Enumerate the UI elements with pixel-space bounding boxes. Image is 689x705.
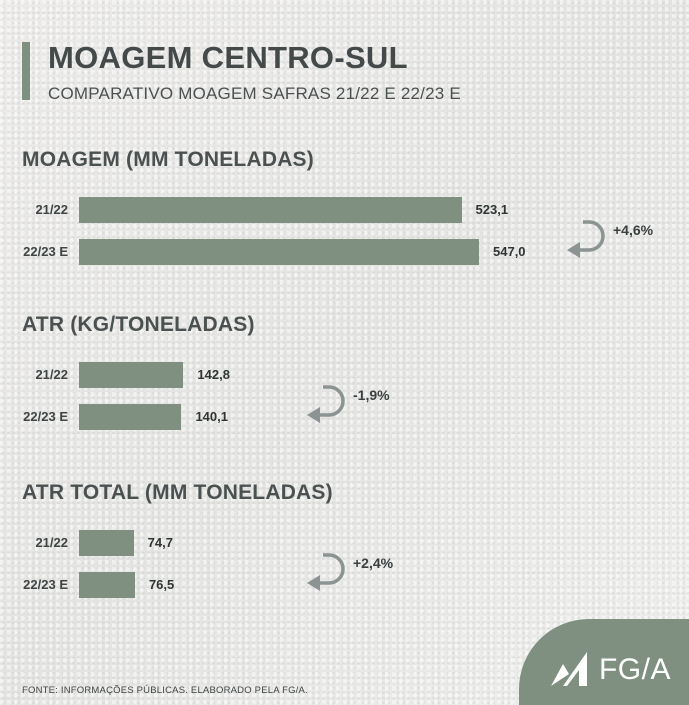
change-label: -1,9% — [353, 387, 390, 403]
change-arrow-icon — [567, 220, 605, 258]
bar-2-1 — [79, 362, 184, 388]
fga-logo-icon — [551, 652, 587, 686]
chart-title-1: MOAGEM (MM TONELADAS) — [22, 148, 314, 171]
category-label: 21/22 — [35, 367, 68, 382]
logo-text: FG/A — [598, 653, 671, 686]
bar-2-2 — [79, 404, 182, 430]
value-label: 547,0 — [493, 244, 526, 259]
category-label: 22/23 E — [23, 577, 68, 592]
page-title: MOAGEM CENTRO-SUL — [48, 40, 408, 75]
bar-3-1 — [79, 530, 134, 556]
category-label: 21/22 — [35, 202, 68, 217]
category-label: 22/23 E — [23, 409, 68, 424]
logo-panel — [519, 619, 689, 705]
change-arrow-icon — [307, 553, 345, 591]
change-label: +4,6% — [613, 222, 654, 238]
value-label: 523,1 — [475, 202, 509, 217]
value-label: 142,8 — [197, 367, 230, 382]
category-label: 21/22 — [35, 535, 68, 550]
bar-1-2 — [79, 239, 479, 265]
value-label: 76,5 — [148, 577, 175, 592]
title-accent-bar — [22, 42, 30, 100]
chart-title-2: ATR (KG/TONELADAS) — [22, 313, 255, 336]
value-label: 140,1 — [195, 409, 228, 424]
category-label: 22/23 E — [23, 244, 68, 259]
page-subtitle: COMPARATIVO MOAGEM SAFRAS 21/22 E 22/23 … — [48, 84, 461, 103]
chart-title-3: ATR TOTAL (MM TONELADAS) — [22, 481, 333, 504]
change-label: +2,4% — [353, 555, 394, 571]
bar-3-2 — [79, 572, 135, 598]
source-footer: FONTE: INFORMAÇÕES PÚBLICAS. ELABORADO P… — [22, 685, 308, 696]
bar-1-1 — [79, 197, 462, 223]
value-label: 74,7 — [147, 535, 173, 550]
change-arrow-icon — [307, 385, 345, 423]
